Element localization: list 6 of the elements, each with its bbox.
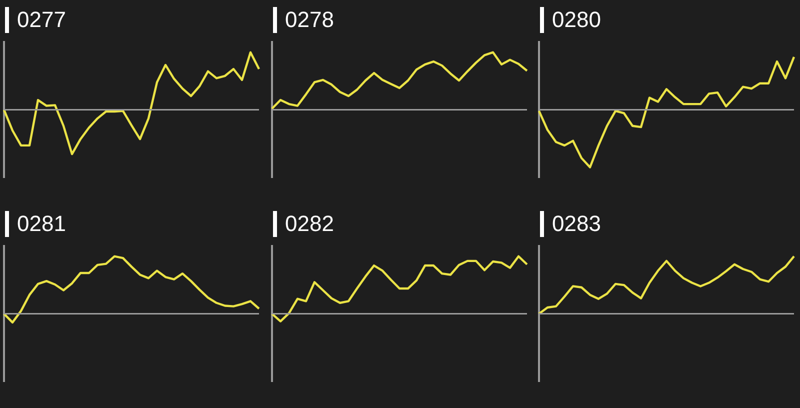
chart-title: 0278 [285, 7, 334, 33]
chart-title: 0282 [285, 211, 334, 237]
chart-title: 0283 [552, 211, 601, 237]
chart-title: 0280 [552, 7, 601, 33]
chart-title: 0281 [17, 211, 66, 237]
chart-title: 0277 [17, 7, 66, 33]
